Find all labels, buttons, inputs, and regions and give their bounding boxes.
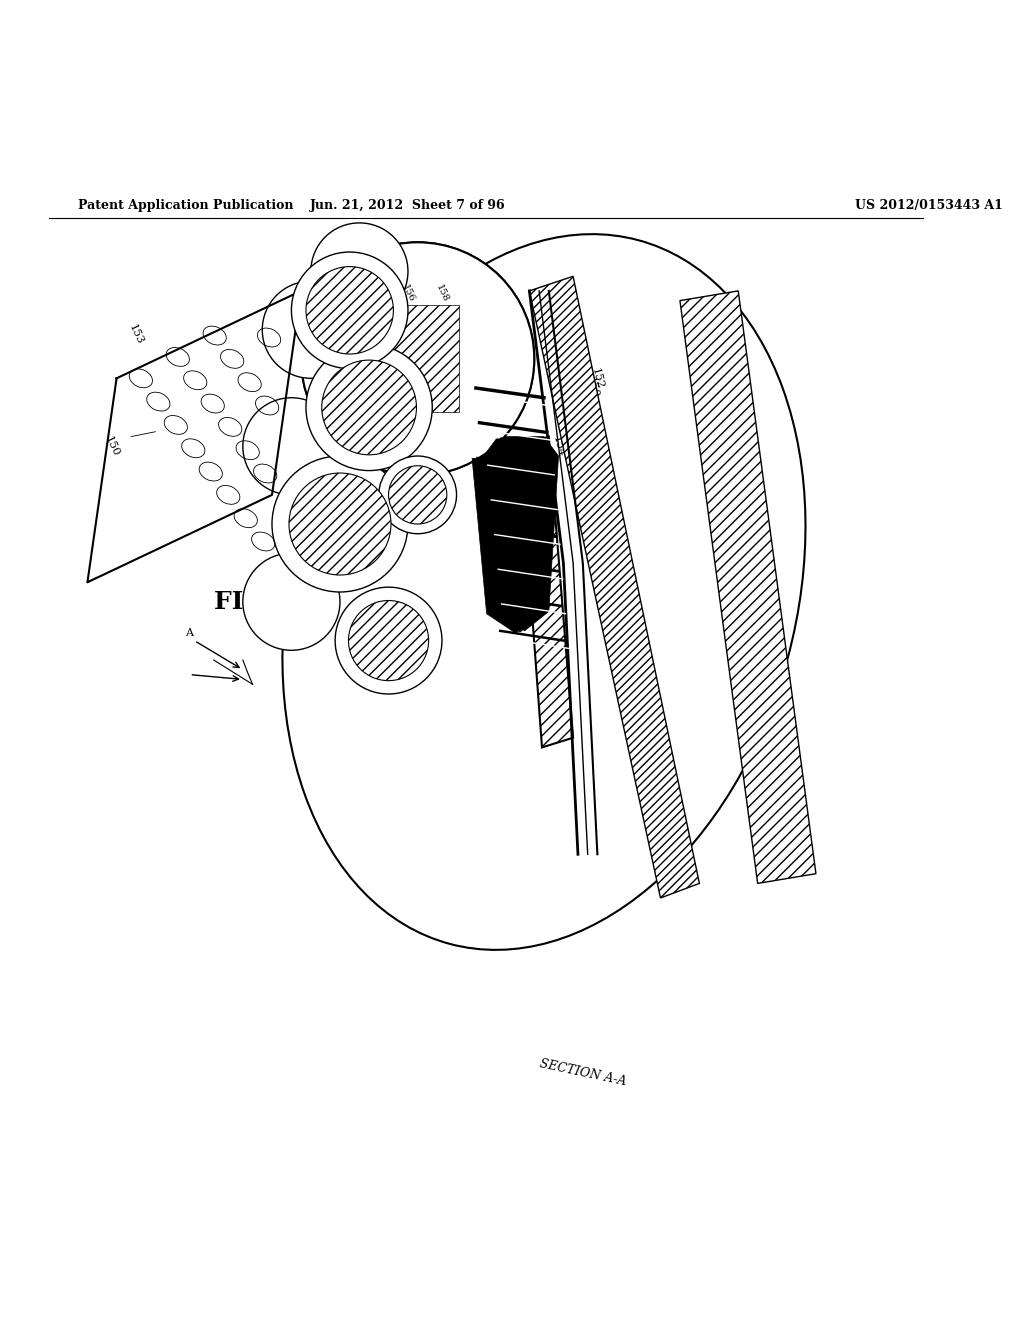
Circle shape [292, 252, 408, 368]
Text: 153: 153 [127, 323, 145, 346]
Circle shape [243, 553, 340, 651]
Text: FIG. 1M: FIG. 1M [214, 590, 326, 614]
Circle shape [388, 466, 446, 524]
Text: 160: 160 [575, 362, 591, 385]
Circle shape [311, 223, 408, 319]
Text: 168: 168 [281, 441, 302, 451]
Polygon shape [481, 437, 558, 631]
Text: A: A [185, 627, 194, 638]
Bar [387, 305, 391, 412]
Text: 164: 164 [593, 561, 608, 585]
Text: 158: 158 [434, 284, 450, 304]
Polygon shape [472, 440, 550, 634]
Bar [391, 305, 460, 412]
Polygon shape [519, 437, 573, 747]
Text: 154: 154 [551, 434, 566, 458]
Text: Patent Application Publication: Patent Application Publication [78, 198, 293, 211]
Circle shape [348, 601, 429, 681]
Circle shape [379, 455, 457, 533]
Text: 160: 160 [376, 284, 391, 304]
Text: 152: 152 [590, 367, 605, 389]
Text: 166: 166 [364, 284, 379, 304]
Text: 162: 162 [595, 449, 610, 473]
Circle shape [335, 587, 442, 694]
Circle shape [272, 455, 408, 591]
Bar [370, 305, 382, 412]
Text: 150: 150 [102, 434, 121, 458]
Text: 158: 158 [707, 416, 722, 438]
Polygon shape [680, 290, 816, 883]
Circle shape [243, 397, 340, 495]
Text: 152: 152 [388, 284, 404, 304]
Polygon shape [529, 276, 699, 898]
Text: 156: 156 [400, 284, 416, 304]
Polygon shape [476, 438, 554, 632]
Text: 166: 166 [701, 347, 717, 371]
Bar [362, 305, 370, 412]
Text: Jun. 21, 2012  Sheet 7 of 96: Jun. 21, 2012 Sheet 7 of 96 [310, 198, 506, 211]
Circle shape [289, 473, 391, 576]
Circle shape [306, 267, 393, 354]
Text: 150: 150 [585, 376, 600, 400]
Circle shape [262, 281, 359, 379]
Text: 153: 153 [567, 348, 589, 359]
Text: 168: 168 [325, 515, 346, 524]
Bar [382, 305, 387, 412]
Circle shape [301, 243, 535, 475]
Circle shape [306, 345, 432, 471]
Text: US 2012/0153443 A1: US 2012/0153443 A1 [855, 198, 1002, 211]
Text: SECTION A-A: SECTION A-A [539, 1057, 628, 1089]
Circle shape [322, 360, 417, 455]
